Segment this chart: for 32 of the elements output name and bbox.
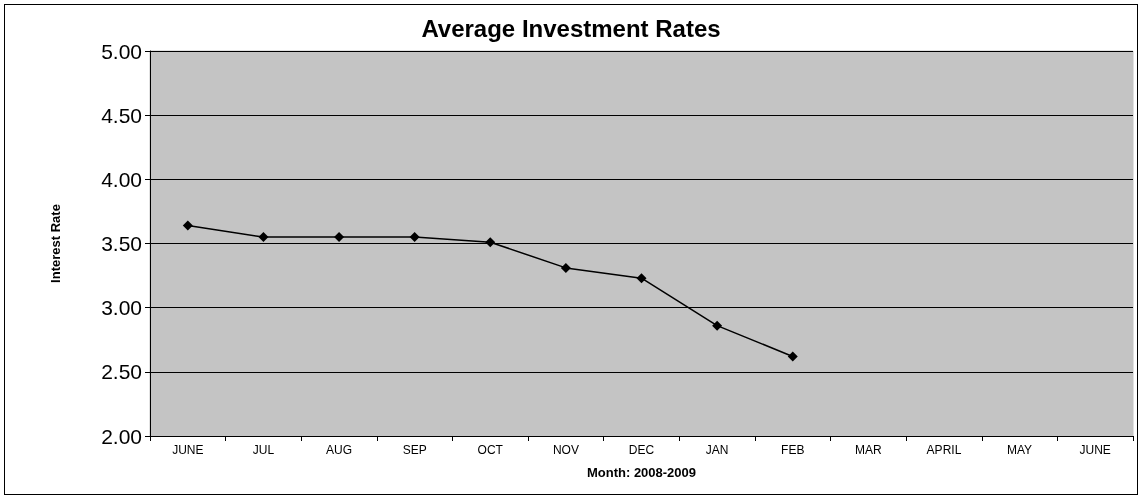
y-tick-label: 5.00 <box>101 39 142 63</box>
point <box>334 232 345 243</box>
x-tick-label: JAN <box>705 443 729 457</box>
chart-title: Average Investment Rates <box>421 14 721 42</box>
x-tick-label: JUNE <box>172 443 204 457</box>
x-tick-label: DEC <box>628 443 655 457</box>
x-tick-label: APRIL <box>926 443 962 457</box>
x-tick-label: NOV <box>552 443 579 457</box>
point <box>409 232 420 243</box>
x-tick-label: AUG <box>326 443 353 457</box>
point <box>560 262 571 273</box>
y-tick-label: 4.50 <box>101 103 142 127</box>
point <box>636 273 647 284</box>
x-tick-label: MAY <box>1007 443 1033 457</box>
x-tick-label: MAR <box>855 443 883 457</box>
x-tick-label: SEP <box>402 443 427 457</box>
y-tick-label: 2.00 <box>101 424 142 448</box>
point <box>182 220 193 231</box>
x-tick-label: FEB <box>781 443 805 457</box>
x-axis-title: Month: 2008-2009 <box>586 465 697 480</box>
point <box>258 232 269 243</box>
point <box>787 351 798 362</box>
y-tick-label: 4.00 <box>101 167 142 191</box>
x-tick-label: JUNE <box>1079 443 1111 457</box>
y-tick-label: 3.50 <box>101 232 142 255</box>
y-axis-title: Interest Rate <box>48 204 63 283</box>
y-tick-label: 2.50 <box>101 360 142 384</box>
point <box>712 320 723 331</box>
x-tick-label: OCT <box>477 443 504 457</box>
point <box>485 237 496 248</box>
x-tick-label: JUL <box>252 443 275 457</box>
y-tick-label: 3.00 <box>101 296 142 320</box>
